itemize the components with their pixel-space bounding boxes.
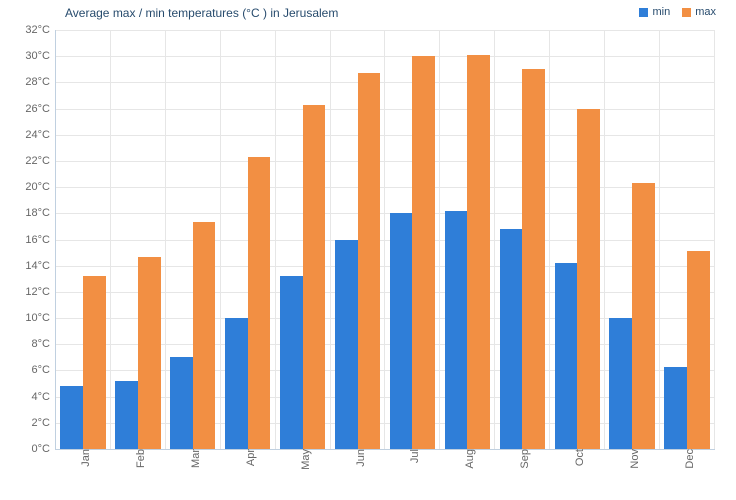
y-axis-label: 22°C — [25, 155, 56, 167]
bar-max[interactable] — [358, 73, 381, 449]
bar-max[interactable] — [522, 69, 545, 449]
bar-max[interactable] — [687, 251, 710, 449]
x-slot: Jun — [331, 30, 386, 449]
y-axis-label: 18°C — [25, 207, 56, 219]
x-slot: Apr — [221, 30, 276, 449]
bar-min[interactable] — [390, 213, 413, 449]
x-axis-label: Aug — [458, 449, 476, 469]
bar-min[interactable] — [609, 318, 632, 449]
chart-legend: min max — [639, 6, 716, 18]
bar-min[interactable] — [170, 357, 193, 449]
bar-group — [56, 30, 110, 449]
legend-label: max — [695, 6, 716, 18]
y-axis-label: 14°C — [25, 260, 56, 272]
bar-max[interactable] — [412, 56, 435, 449]
bar-group — [440, 30, 494, 449]
bar-max[interactable] — [577, 109, 600, 449]
x-slot: Jan — [56, 30, 111, 449]
chart-title: Average max / min temperatures (°C ) in … — [65, 6, 338, 20]
x-slot: May — [276, 30, 331, 449]
bar-group — [331, 30, 385, 449]
x-slot: Aug — [440, 30, 495, 449]
x-slot: Mar — [166, 30, 221, 449]
bar-group — [111, 30, 165, 449]
y-axis-label: 0°C — [32, 443, 56, 455]
bar-max[interactable] — [467, 55, 490, 449]
bar-max[interactable] — [138, 257, 161, 449]
x-axis-label: Jul — [403, 449, 421, 463]
bar-group — [221, 30, 275, 449]
y-axis-label: 32°C — [25, 24, 56, 36]
legend-label: min — [652, 6, 670, 18]
y-axis-label: 12°C — [25, 286, 56, 298]
bar-group — [386, 30, 440, 449]
bar-group — [276, 30, 330, 449]
bar-min[interactable] — [225, 318, 248, 449]
x-axis-label: Mar — [184, 449, 202, 468]
x-slot: Nov — [605, 30, 660, 449]
legend-swatch-icon — [682, 8, 691, 17]
x-slot: Dec — [660, 30, 715, 449]
bar-min[interactable] — [664, 367, 687, 449]
bar-group — [166, 30, 220, 449]
y-axis-label: 2°C — [32, 417, 56, 429]
y-axis-label: 8°C — [32, 338, 56, 350]
bar-min[interactable] — [500, 229, 523, 449]
bar-min[interactable] — [280, 276, 303, 449]
x-axis-label: Oct — [568, 449, 586, 466]
bar-group — [495, 30, 549, 449]
x-axis-label: Dec — [678, 449, 696, 469]
x-slot: Oct — [550, 30, 605, 449]
x-slot: Feb — [111, 30, 166, 449]
x-axis-label: Sep — [513, 449, 531, 469]
bar-max[interactable] — [193, 222, 216, 449]
y-axis-label: 16°C — [25, 234, 56, 246]
x-axis-label: Apr — [239, 449, 257, 466]
bar-max[interactable] — [83, 276, 106, 449]
temperature-chart: Average max / min temperatures (°C ) in … — [0, 0, 736, 500]
bar-group — [605, 30, 659, 449]
chart-plot-area: 0°C2°C4°C6°C8°C10°C12°C14°C16°C18°C20°C2… — [55, 30, 715, 450]
bar-min[interactable] — [555, 263, 578, 449]
bar-min[interactable] — [335, 240, 358, 450]
bar-max[interactable] — [303, 105, 326, 449]
y-axis-label: 4°C — [32, 391, 56, 403]
x-axis-label: Jun — [349, 449, 367, 467]
bar-max[interactable] — [632, 183, 655, 449]
legend-item-max[interactable]: max — [682, 6, 716, 18]
x-slot: Jul — [386, 30, 441, 449]
x-slot: Sep — [495, 30, 550, 449]
bar-max[interactable] — [248, 157, 271, 449]
y-axis-label: 30°C — [25, 50, 56, 62]
bar-group — [660, 30, 714, 449]
legend-item-min[interactable]: min — [639, 6, 670, 18]
y-axis-label: 28°C — [25, 76, 56, 88]
bar-min[interactable] — [445, 211, 468, 449]
x-axis-label: Feb — [129, 449, 147, 468]
y-axis-label: 24°C — [25, 129, 56, 141]
bar-min[interactable] — [115, 381, 138, 449]
bar-min[interactable] — [60, 386, 83, 449]
x-axis-label: May — [294, 449, 312, 470]
y-axis-label: 20°C — [25, 181, 56, 193]
x-axis-label: Nov — [623, 449, 641, 469]
y-axis-label: 6°C — [32, 364, 56, 376]
x-axis-label: Jan — [74, 449, 92, 467]
y-axis-label: 10°C — [25, 312, 56, 324]
legend-swatch-icon — [639, 8, 648, 17]
bar-group — [550, 30, 604, 449]
y-axis-label: 26°C — [25, 103, 56, 115]
